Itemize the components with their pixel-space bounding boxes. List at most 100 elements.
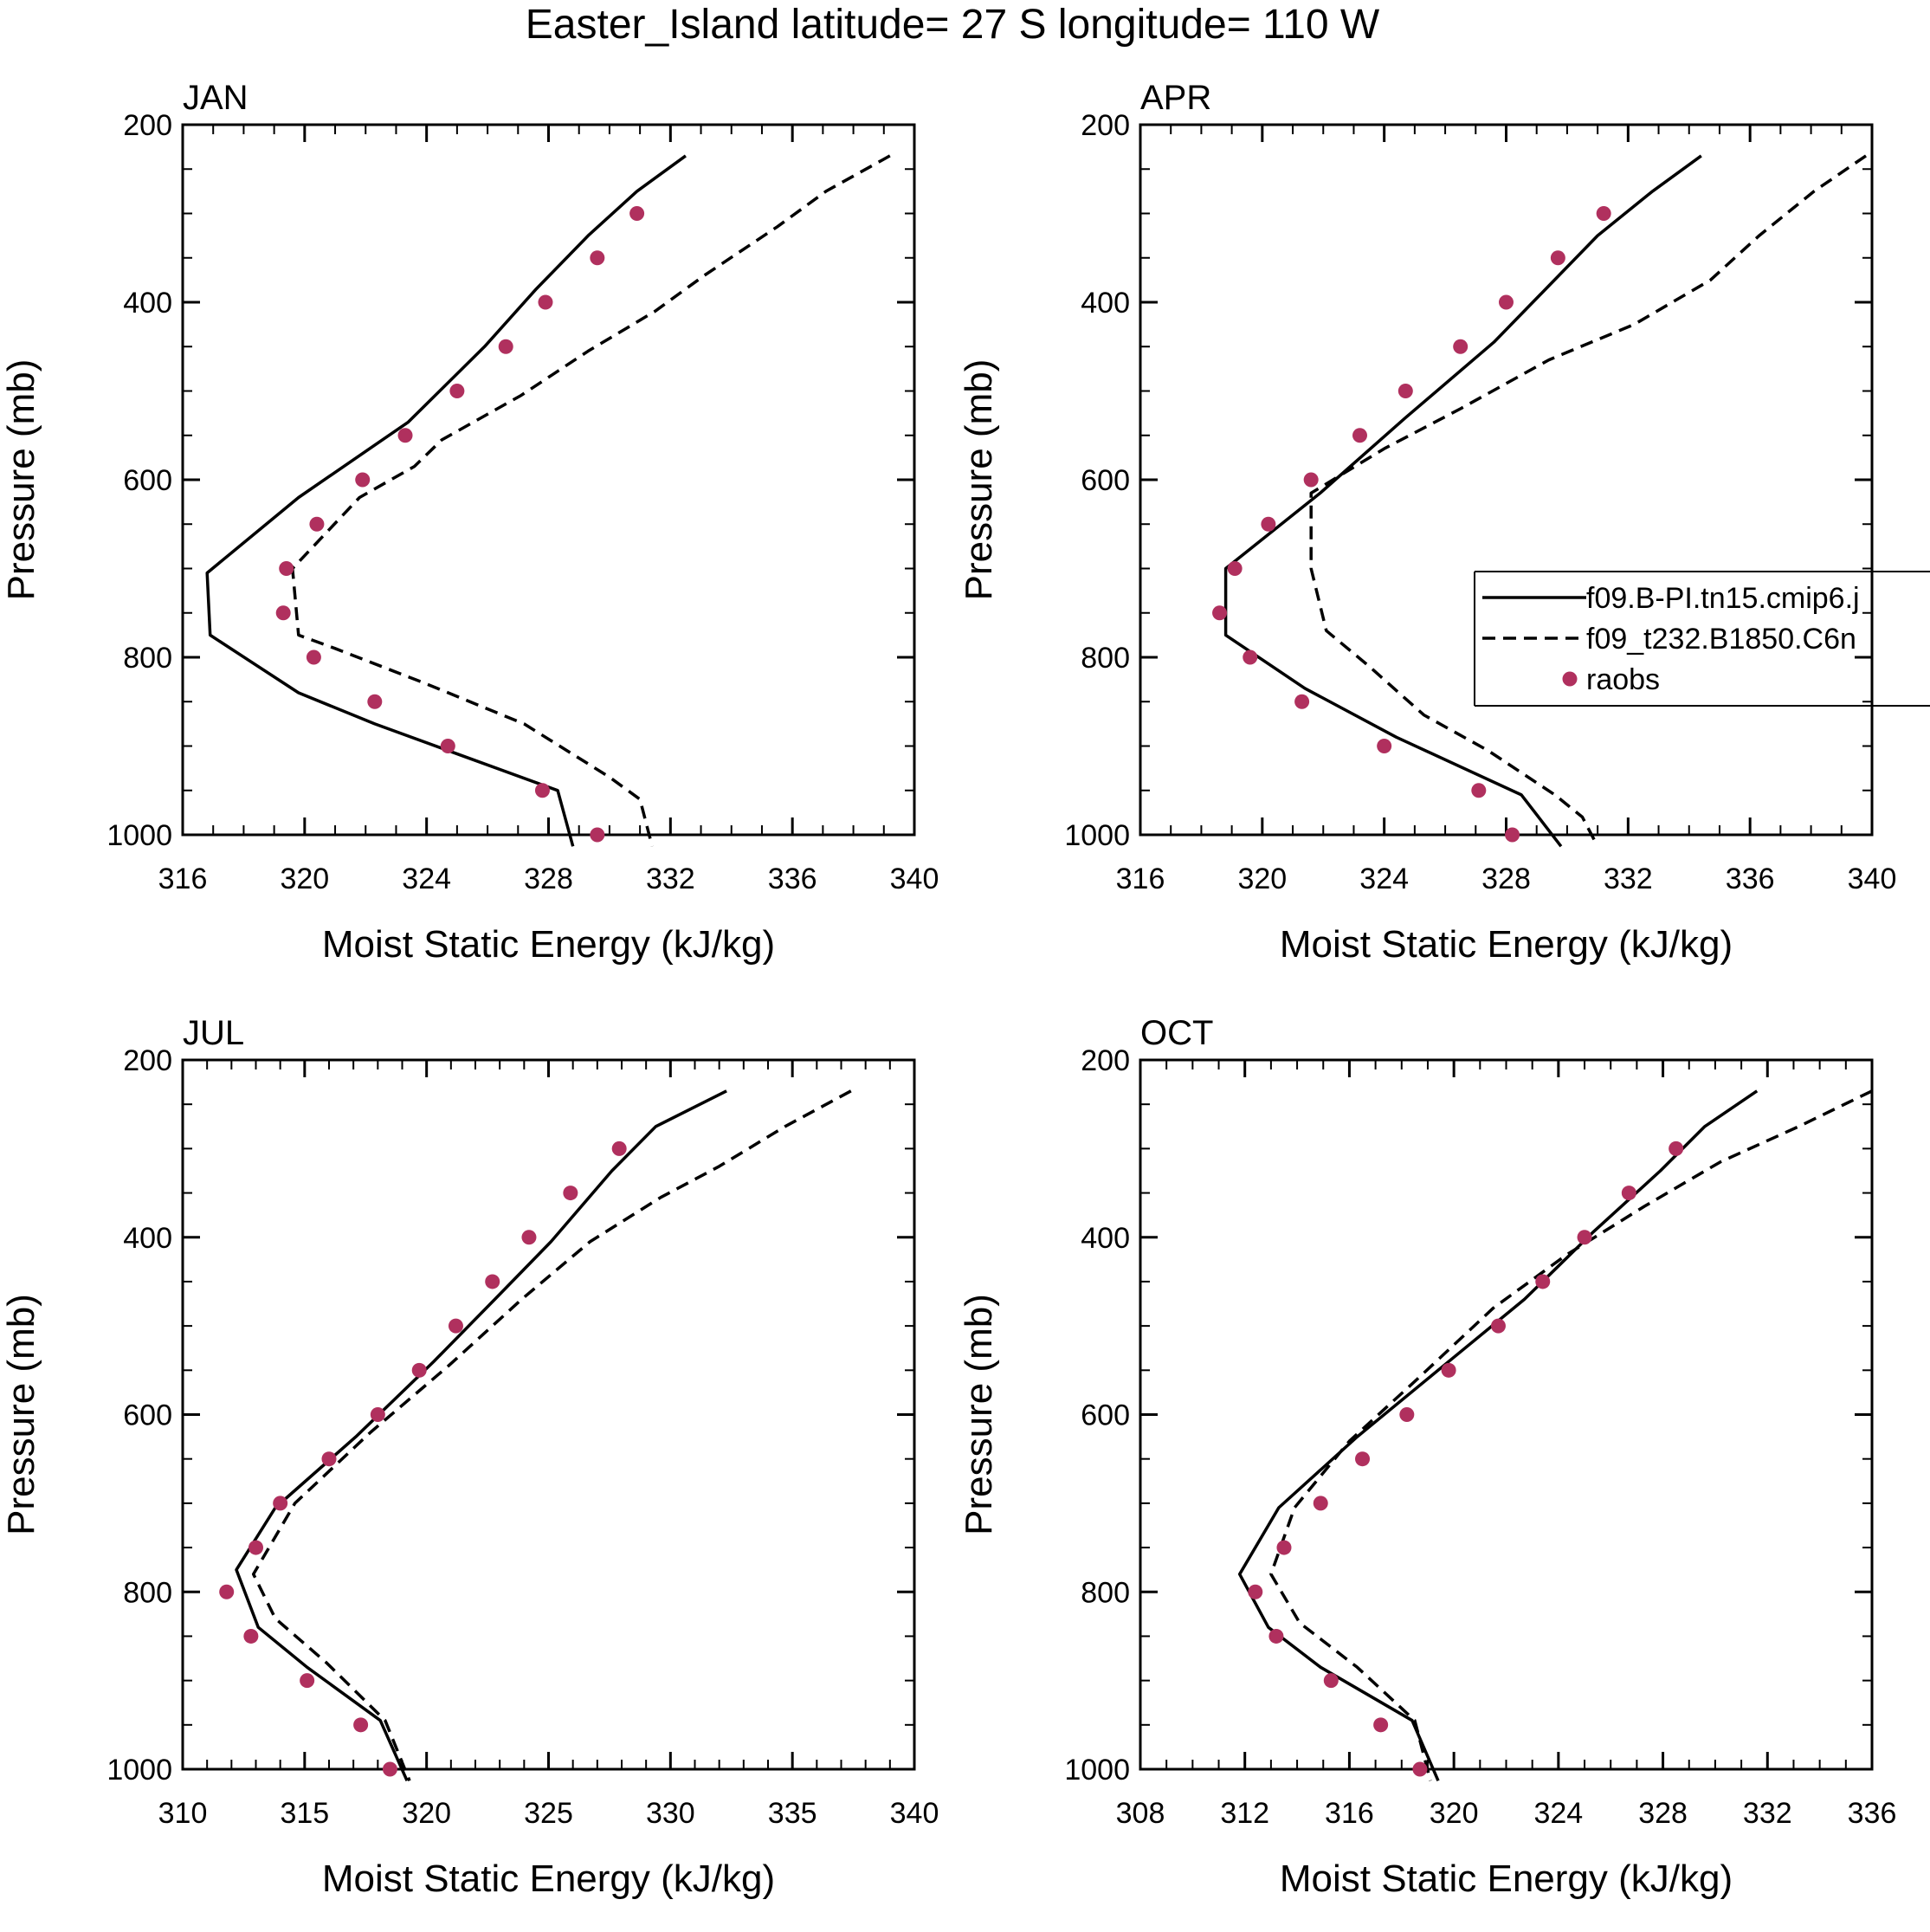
raobs-point — [353, 1717, 369, 1733]
raobs-point — [563, 1186, 578, 1201]
x-axis-label: Moist Static Energy (kJ/kg) — [322, 1858, 775, 1900]
x-tick-label: 340 — [890, 863, 939, 895]
plot-frame — [181, 1058, 916, 1771]
y-tick-label: 800 — [123, 1576, 172, 1609]
legend: f09.B-PI.tn15.cmip6.j f09_t232.B1850.C6nr… — [1474, 571, 1930, 707]
raobs-point — [1505, 827, 1520, 843]
x-tick-label: 308 — [1116, 1797, 1165, 1830]
y-tick-label: 400 — [123, 1222, 172, 1255]
y-tick-label: 400 — [1081, 287, 1130, 320]
x-tick-label: 332 — [1743, 1797, 1792, 1830]
raobs-point — [1323, 1673, 1339, 1689]
series-line-solid — [1237, 1089, 1759, 1781]
figure-title: Easter_Island latitude= 27 S longitude= … — [526, 2, 1380, 48]
raobs-point — [367, 694, 383, 709]
x-tick-label: 324 — [1359, 863, 1409, 895]
x-tick-label: 336 — [768, 863, 817, 895]
raobs-point — [1261, 516, 1276, 532]
raobs-point — [521, 1230, 537, 1245]
raobs-point — [355, 472, 371, 488]
raobs-point — [411, 1362, 427, 1378]
panel-oct: OCT 308 312 316 320 324 328 332 336 200 400 600 800 1… — [958, 1014, 1896, 1900]
x-tick-label: 328 — [524, 863, 573, 895]
raobs-point — [534, 783, 550, 798]
y-tick-label: 600 — [123, 1399, 172, 1432]
y-tick-label: 1000 — [1064, 1754, 1130, 1787]
raobs-point — [382, 1761, 397, 1777]
raobs-point — [1352, 428, 1367, 443]
y-tick-label: 200 — [1081, 109, 1130, 142]
y-tick-label: 400 — [1081, 1222, 1130, 1255]
x-tick-label: 320 — [280, 863, 329, 895]
x-tick-label: 320 — [402, 1797, 451, 1830]
x-tick-label: 340 — [1848, 863, 1897, 895]
x-axis-label: Moist Static Energy (kJ/kg) — [322, 923, 775, 966]
x-tick-label: 328 — [1481, 863, 1531, 895]
raobs-point — [538, 294, 553, 310]
x-axis-label: Moist Static Energy (kJ/kg) — [1280, 1858, 1733, 1900]
y-tick-label: 600 — [123, 464, 172, 497]
x-tick-label: 340 — [890, 1797, 939, 1830]
raobs-point — [273, 1496, 288, 1511]
raobs-point — [1596, 206, 1611, 221]
x-tick-label: 332 — [646, 863, 695, 895]
y-axis-label: Pressure (mb) — [0, 359, 42, 601]
raobs-point — [1399, 1407, 1415, 1422]
x-tick-label: 315 — [280, 1797, 329, 1830]
raobs-point — [1499, 294, 1514, 310]
legend-label: raobs — [1586, 663, 1660, 696]
y-tick-label: 200 — [1081, 1044, 1130, 1077]
x-tick-label: 310 — [158, 1797, 208, 1830]
y-tick-label: 1000 — [1064, 819, 1130, 852]
y-tick-label: 800 — [1081, 642, 1130, 675]
raobs-point — [1373, 1717, 1389, 1733]
raobs-point — [448, 1318, 463, 1334]
y-tick-label: 800 — [1081, 1576, 1130, 1609]
raobs-point — [370, 1407, 385, 1422]
series-line-dashed — [1309, 154, 1867, 848]
x-tick-label: 336 — [1848, 1797, 1897, 1830]
raobs-point — [1355, 1451, 1371, 1467]
raobs-point — [1227, 561, 1243, 576]
raobs-point — [1621, 1186, 1636, 1201]
raobs-point — [279, 561, 294, 576]
series-line-dashed — [1269, 1089, 1872, 1781]
raobs-point — [249, 1540, 263, 1555]
raobs-point — [498, 339, 513, 354]
raobs-point — [275, 605, 291, 621]
y-tick-label: 200 — [123, 109, 172, 142]
panel-title: APR — [1140, 79, 1211, 117]
series-line-solid — [1223, 154, 1702, 848]
y-axis-label: Pressure (mb) — [958, 359, 1000, 601]
x-tick-label: 328 — [1638, 1797, 1688, 1830]
series-line-dashed — [251, 1089, 852, 1781]
x-tick-label: 320 — [1237, 863, 1287, 895]
raobs-point — [590, 827, 605, 843]
x-tick-label: 316 — [158, 863, 208, 895]
raobs-point — [1412, 1761, 1428, 1777]
y-tick-label: 600 — [1081, 464, 1130, 497]
x-tick-label: 324 — [402, 863, 451, 895]
raobs-point — [1535, 1274, 1551, 1289]
legend-label: f09.B-PI.tn15.cmip6.j — [1586, 582, 1860, 615]
raobs-point — [611, 1140, 627, 1156]
raobs-point — [485, 1274, 500, 1289]
raobs-point — [1471, 783, 1487, 798]
y-axis-label: Pressure (mb) — [958, 1294, 1000, 1535]
raobs-point — [306, 649, 321, 665]
x-tick-label: 332 — [1604, 863, 1653, 895]
x-tick-label: 330 — [646, 1797, 695, 1830]
raobs-point — [300, 1673, 315, 1689]
x-axis-label: Moist Static Energy (kJ/kg) — [1280, 923, 1733, 966]
x-tick-label: 336 — [1726, 863, 1775, 895]
raobs-point — [1294, 694, 1310, 709]
y-tick-label: 800 — [123, 642, 172, 675]
series-line-solid — [235, 1089, 727, 1782]
raobs-point — [1248, 1584, 1263, 1599]
panel-jan: JAN 316 320 324 328 332 336 340 200 400 600 800 1000… — [0, 79, 939, 966]
raobs-point — [243, 1628, 259, 1644]
y-tick-label: 400 — [123, 287, 172, 320]
raobs-point — [440, 739, 455, 753]
raobs-point — [1453, 339, 1468, 354]
